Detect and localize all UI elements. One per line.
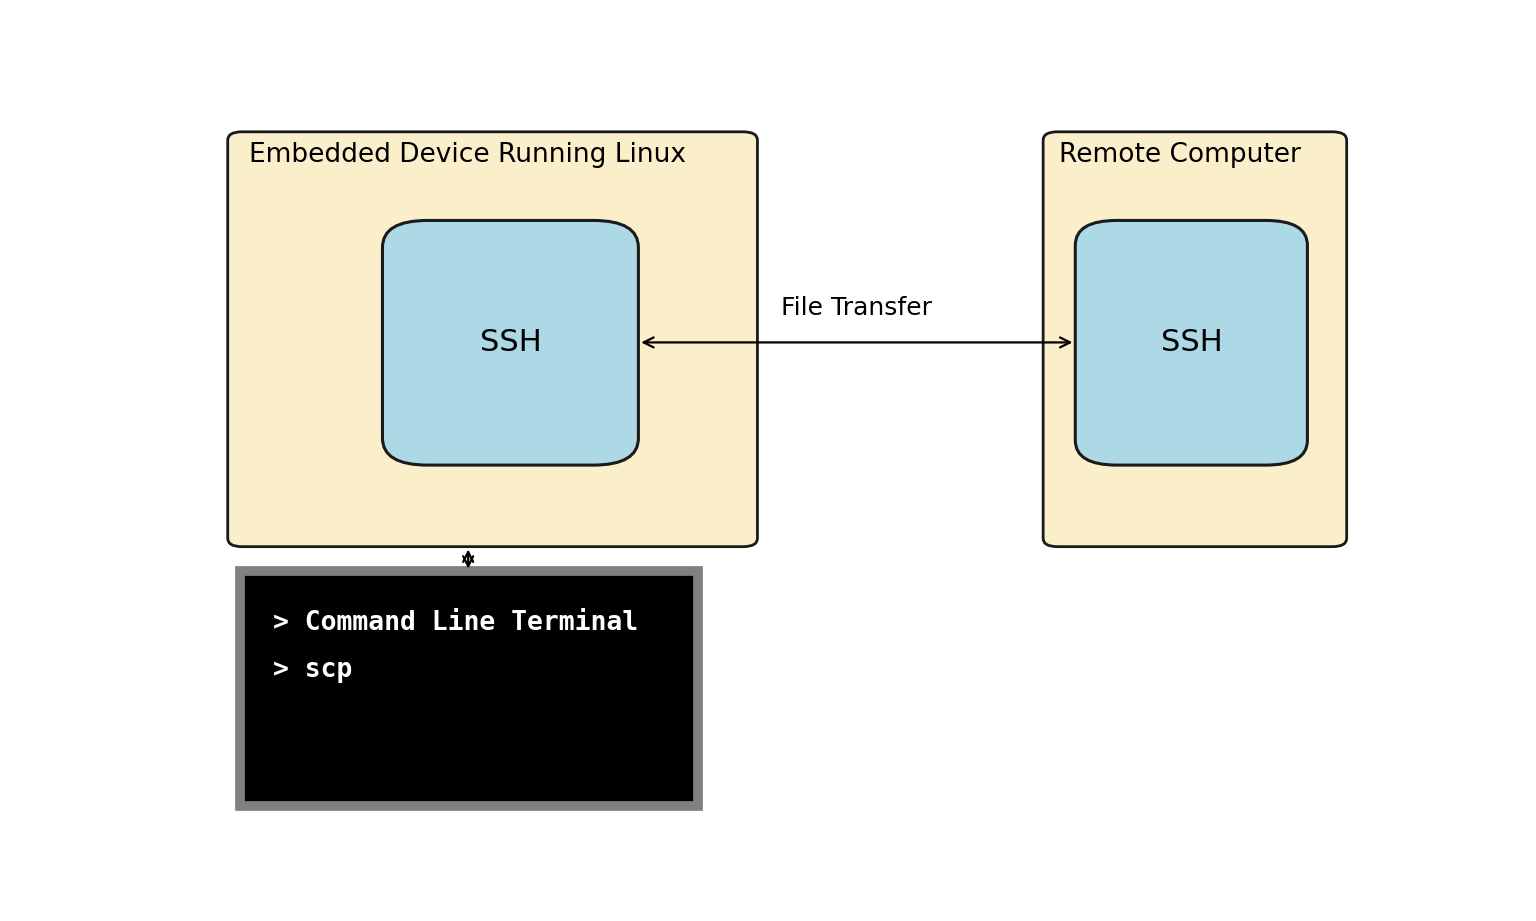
FancyBboxPatch shape [382, 220, 639, 465]
Text: > scp: > scp [273, 657, 352, 682]
FancyBboxPatch shape [1043, 132, 1347, 547]
Text: Remote Computer: Remote Computer [1058, 143, 1301, 169]
Text: File Transfer: File Transfer [780, 296, 932, 320]
Text: SSH: SSH [481, 328, 542, 357]
FancyBboxPatch shape [1075, 220, 1307, 465]
Text: Embedded Device Running Linux: Embedded Device Running Linux [249, 143, 687, 169]
Text: > Command Line Terminal: > Command Line Terminal [273, 611, 637, 636]
FancyBboxPatch shape [240, 571, 697, 806]
Text: SSH: SSH [1161, 328, 1223, 357]
FancyBboxPatch shape [227, 132, 757, 547]
